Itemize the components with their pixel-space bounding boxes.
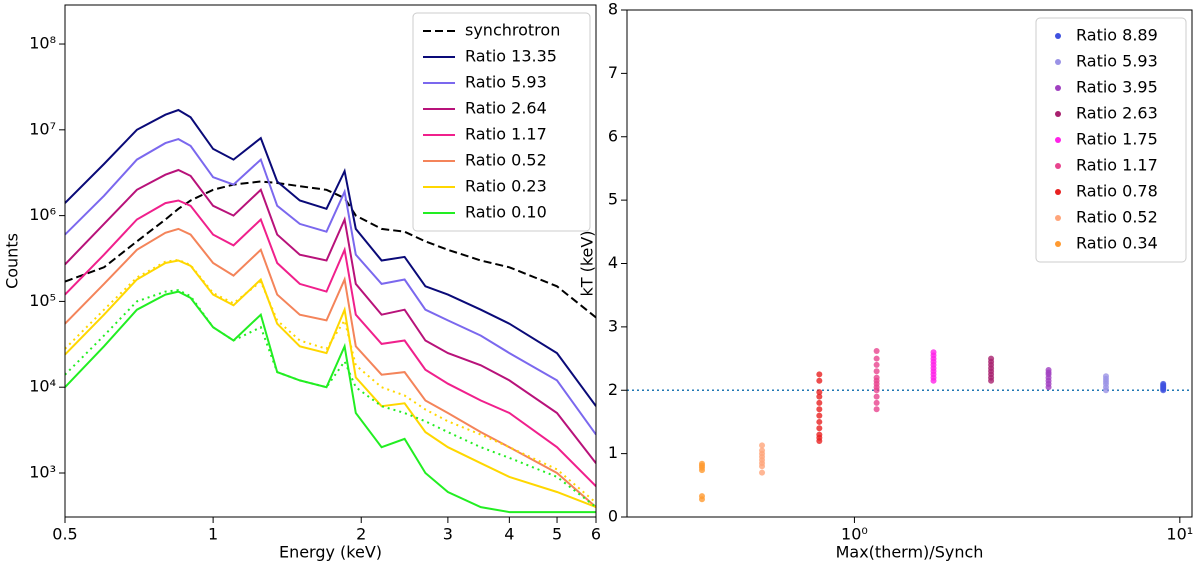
y-tick-label: 10⁵ — [29, 291, 56, 310]
legend-swatch — [1055, 85, 1061, 91]
point — [873, 355, 880, 362]
x-tick-label: 10⁰ — [841, 525, 868, 544]
x-tick-label: 3 — [443, 525, 453, 544]
y-tick-label: 7 — [608, 63, 618, 82]
legend-swatch — [1055, 189, 1061, 195]
x-tick-label: 2 — [356, 525, 366, 544]
point — [873, 399, 880, 406]
legend-label: Ratio 0.52 — [1076, 208, 1158, 227]
plot-area — [65, 108, 596, 514]
legend-swatch — [1055, 59, 1061, 65]
legend-label: Ratio 2.64 — [465, 99, 547, 118]
legend-label: Ratio 2.63 — [1076, 104, 1158, 123]
legend-swatch — [1055, 137, 1061, 143]
point — [698, 460, 705, 467]
axes-frame — [626, 9, 1193, 518]
point — [873, 368, 880, 375]
point — [816, 412, 823, 419]
y-tick-label: 10⁷ — [29, 119, 56, 138]
legend-box — [412, 12, 591, 232]
series-line — [65, 289, 596, 508]
legend-swatch — [1055, 241, 1061, 247]
y-tick-label: 10⁴ — [29, 377, 56, 396]
y-tick-label: 6 — [608, 126, 618, 145]
plot-area — [627, 347, 1192, 503]
series-line — [65, 180, 596, 319]
legend-label: Ratio 8.89 — [1076, 26, 1158, 45]
legend-label: Ratio 13.35 — [465, 47, 557, 66]
point — [816, 393, 823, 400]
y-tick-label: 0 — [608, 507, 618, 526]
legend-label: Ratio 1.75 — [1076, 130, 1158, 149]
x-tick-label: 10¹ — [1166, 525, 1193, 544]
point — [816, 425, 823, 432]
legend-label: Ratio 0.34 — [1076, 234, 1158, 253]
point — [873, 347, 880, 354]
point — [873, 374, 880, 381]
x-tick-label: 1 — [208, 525, 218, 544]
y-tick-label: 2 — [608, 380, 618, 399]
legend-swatch — [1055, 163, 1061, 169]
point — [816, 418, 823, 425]
point — [759, 442, 766, 449]
series-line — [65, 227, 596, 508]
y-tick-label: 4 — [608, 253, 618, 272]
series-line — [65, 108, 596, 407]
point — [1102, 373, 1109, 380]
point — [988, 355, 995, 362]
legend-swatch — [1055, 111, 1061, 117]
y-tick-label: 10⁸ — [29, 34, 56, 53]
legend-label: Ratio 0.78 — [1076, 182, 1158, 201]
point — [816, 389, 823, 396]
point — [930, 349, 937, 356]
legend-swatch — [1055, 215, 1061, 221]
legend-label: Ratio 0.52 — [465, 151, 547, 170]
legend-box — [1035, 17, 1187, 263]
x-axis-label: Energy (keV) — [279, 543, 382, 562]
series-line — [65, 259, 596, 509]
y-tick-label: 10⁶ — [29, 205, 56, 224]
legend-label: synchrotron — [465, 21, 560, 40]
series-line — [65, 168, 596, 464]
series-line — [65, 290, 596, 514]
point — [873, 406, 880, 413]
x-tick-label: 6 — [591, 525, 601, 544]
point — [1045, 366, 1052, 373]
series-line — [65, 258, 596, 504]
point — [873, 361, 880, 368]
point — [759, 469, 766, 476]
y-tick-label: 3 — [608, 316, 618, 335]
legend-label: Ratio 1.17 — [1076, 156, 1158, 175]
axes-frame — [64, 4, 597, 518]
legend-label: Ratio 0.23 — [465, 177, 547, 196]
point — [816, 377, 823, 384]
y-tick-label: 1 — [608, 443, 618, 462]
legend-label: Ratio 3.95 — [1076, 78, 1158, 97]
legend-label: Ratio 1.17 — [465, 125, 547, 144]
point — [873, 393, 880, 400]
point — [816, 406, 823, 413]
legend-label: Ratio 5.93 — [1076, 52, 1158, 71]
y-tick-label: 8 — [608, 0, 618, 19]
y-tick-label: 10³ — [29, 462, 56, 481]
legend-label: Ratio 0.10 — [465, 203, 547, 222]
series-line — [65, 138, 596, 436]
y-tick-label: 5 — [608, 190, 618, 209]
point — [698, 493, 705, 500]
point — [816, 371, 823, 378]
legend-swatch — [1055, 33, 1061, 39]
x-tick-label: 5 — [552, 525, 562, 544]
series-line — [65, 199, 596, 488]
x-tick-label: 4 — [504, 525, 514, 544]
legend-label: Ratio 5.93 — [465, 73, 547, 92]
point — [1160, 380, 1167, 387]
point — [816, 431, 823, 438]
point — [816, 399, 823, 406]
y-axis-label: Counts — [3, 233, 22, 289]
y-axis-label: kT (keV) — [578, 230, 597, 296]
x-axis-label: Max(therm)/Synch — [836, 543, 984, 562]
point — [759, 447, 766, 454]
x-tick-label: 0.5 — [52, 525, 77, 544]
